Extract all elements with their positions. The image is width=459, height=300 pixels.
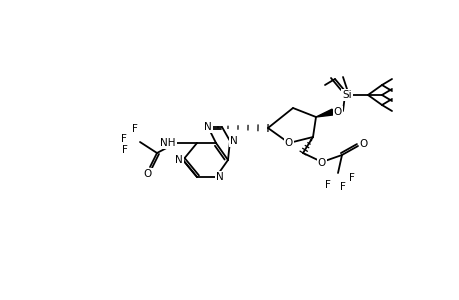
Text: O: O	[317, 158, 325, 168]
Text: F: F	[132, 124, 138, 134]
Text: N: N	[204, 122, 212, 132]
Text: F: F	[122, 145, 128, 155]
Text: F: F	[339, 182, 345, 192]
Text: N: N	[230, 136, 237, 146]
Text: O: O	[333, 107, 341, 117]
Text: F: F	[325, 180, 330, 190]
Text: O: O	[144, 169, 152, 179]
Text: O: O	[359, 139, 367, 149]
Text: Si: Si	[341, 90, 351, 100]
Text: F: F	[348, 173, 354, 183]
Text: N: N	[175, 155, 183, 165]
Polygon shape	[315, 109, 333, 117]
Text: NH: NH	[160, 138, 176, 148]
Text: N: N	[216, 172, 223, 182]
Text: F: F	[121, 134, 127, 144]
Text: O: O	[284, 138, 292, 148]
